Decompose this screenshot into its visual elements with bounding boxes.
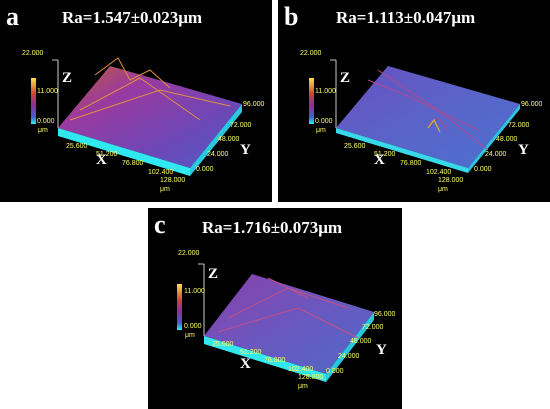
y-tick-4: 24.000 — [338, 353, 360, 360]
panel-c: c Ra=1.716±0.073μm 22.000 11.000 0.000 μ… — [148, 208, 402, 409]
x-tick-5: 128.000 — [160, 177, 186, 184]
x-tick-1: 25.600 — [212, 341, 234, 348]
surface-front-wall — [336, 128, 468, 173]
panel-letter: a — [6, 2, 19, 31]
z-axis-label: Z — [62, 70, 73, 86]
x-tick-3: 76.800 — [122, 160, 144, 167]
y-tick-5: 0.000 — [474, 166, 492, 173]
y-tick-1: 96.000 — [243, 101, 265, 108]
y-tick-1: 96.000 — [374, 311, 396, 318]
x-tick-3: 76.800 — [400, 160, 422, 167]
x-tick-1: 25.600 — [344, 143, 366, 150]
y-tick-5: 0.000 — [196, 166, 214, 173]
panel-b: b Ra=1.113±0.047μm 22.000 11.000 0.000 μ… — [278, 0, 550, 202]
z-unit: μm — [316, 127, 326, 134]
x-unit: μm — [298, 383, 308, 390]
y-tick-2: 72.000 — [508, 122, 530, 129]
surface-plot-c — [177, 263, 374, 382]
x-tick-1: 25.600 — [66, 143, 88, 150]
surface-right-wall — [326, 312, 374, 382]
y-tick-4: 24.000 — [207, 151, 229, 158]
surface-ridges — [367, 69, 489, 151]
y-tick-5: 0.000 — [326, 368, 344, 375]
x-unit: μm — [438, 186, 448, 193]
x-tick-5: 128.000 — [438, 177, 464, 184]
surface-plot-b — [309, 59, 520, 173]
z-tick-min: 0.000 — [315, 118, 333, 125]
x-axis-label: X — [240, 356, 251, 372]
z-tick-max: 22.000 — [300, 50, 322, 57]
roughness-value: Ra=1.547±0.023μm — [62, 8, 203, 27]
y-axis-label: Y — [240, 142, 251, 158]
z-tick-mid: 11.000 — [184, 288, 205, 295]
x-tick-2: 51.200 — [240, 349, 262, 356]
z-tick-min: 0.000 — [184, 323, 202, 330]
x-tick-4: 102.400 — [288, 366, 314, 373]
colorbar — [31, 78, 36, 124]
surface-right-wall — [468, 104, 520, 173]
y-axis-label: Y — [376, 342, 387, 358]
surface-front-wall — [58, 128, 190, 176]
x-tick-5: 128.000 — [298, 374, 324, 381]
surface-ridges — [69, 57, 231, 121]
x-tick-3: 76.800 — [264, 357, 286, 364]
surface-right-wall — [190, 104, 242, 176]
z-axis-label: Z — [208, 266, 219, 282]
roughness-value: Ra=1.716±0.073μm — [202, 218, 343, 237]
surface-top — [58, 66, 242, 168]
panel-letter: c — [154, 210, 166, 239]
z-axis-label: Z — [340, 70, 351, 86]
z-tick-max: 22.000 — [22, 50, 44, 57]
x-tick-2: 51.200 — [96, 151, 118, 158]
colorbar — [309, 78, 314, 124]
panel-a: a Ra=1.547±0.023μm 22.000 11.000 0.000 μ… — [0, 0, 272, 202]
z-unit: μm — [185, 332, 195, 339]
surface-top — [336, 66, 520, 168]
z-axis-line — [52, 59, 59, 128]
z-tick-mid: 11.000 — [315, 88, 336, 95]
surface-front-wall — [204, 336, 326, 382]
colorbar — [177, 284, 182, 330]
z-tick-min: 0.000 — [37, 118, 55, 125]
z-tick-mid: 11.000 — [37, 88, 58, 95]
z-tick-max: 22.000 — [178, 250, 200, 257]
y-tick-4: 24.000 — [485, 151, 507, 158]
z-axis-line — [198, 263, 205, 336]
y-tick-3: 48.000 — [350, 338, 372, 345]
y-tick-1: 96.000 — [521, 101, 543, 108]
z-unit: μm — [38, 127, 48, 134]
y-tick-3: 48.000 — [218, 136, 240, 143]
x-tick-4: 102.400 — [148, 169, 174, 176]
surface-plot-a — [31, 57, 242, 176]
surface-peaks — [427, 118, 441, 133]
y-tick-2: 72.000 — [230, 122, 252, 129]
y-axis-label: Y — [518, 142, 529, 158]
surface-top — [204, 274, 374, 374]
y-tick-2: 72.000 — [362, 324, 384, 331]
roughness-value: Ra=1.113±0.047μm — [336, 8, 476, 27]
x-tick-2: 51.200 — [374, 151, 396, 158]
panel-letter: b — [284, 2, 299, 31]
surface-ridges — [217, 277, 359, 339]
x-tick-4: 102.400 — [426, 169, 452, 176]
y-tick-3: 48.000 — [496, 136, 518, 143]
x-axis-label: X — [96, 152, 107, 168]
z-axis-line — [330, 59, 337, 128]
x-axis-label: X — [374, 152, 385, 168]
x-unit: μm — [160, 186, 170, 193]
